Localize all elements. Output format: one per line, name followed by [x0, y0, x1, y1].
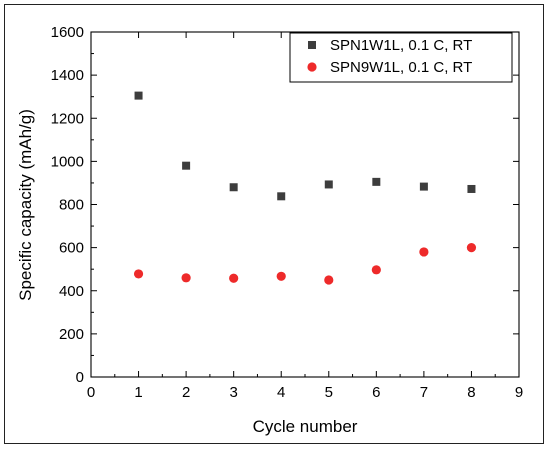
plot-area	[90, 31, 520, 378]
x-tick-label: 1	[134, 384, 142, 401]
data-point	[229, 183, 238, 192]
legend-label: SPN9W1L, 0.1 C, RT	[330, 59, 472, 76]
legend-marker	[307, 62, 317, 72]
x-tick-label: 2	[182, 384, 190, 401]
x-tick-label: 4	[277, 384, 285, 401]
data-point	[181, 273, 191, 283]
y-tick-label: 200	[59, 326, 84, 343]
x-tick-label: 3	[229, 384, 237, 401]
y-tick-label: 800	[59, 197, 84, 214]
legend: SPN1W1L, 0.1 C, RT SPN9W1L, 0.1 C, RT	[289, 32, 513, 83]
x-axis: 0 1 2 3 4 5 6 7 8 9	[87, 32, 523, 401]
y-axis-label: Specific capacity (mAh/g)	[16, 109, 35, 301]
data-point	[133, 269, 144, 279]
data-point	[324, 275, 334, 285]
data-points	[133, 91, 477, 285]
legend-label: SPN1W1L, 0.1 C, RT	[330, 37, 472, 54]
data-point	[466, 243, 477, 253]
data-point	[419, 182, 428, 191]
y-tick-label: 1600	[51, 24, 84, 41]
figure-frame	[4, 4, 544, 444]
y-tick-label: 0	[76, 369, 84, 386]
data-point	[182, 161, 191, 170]
x-tick-label: 8	[467, 384, 475, 401]
data-point	[324, 180, 333, 189]
data-point	[134, 91, 143, 100]
x-axis-label: Cycle number	[253, 417, 358, 436]
y-tick-label: 600	[59, 240, 84, 257]
data-point	[229, 273, 239, 283]
series-1	[134, 91, 476, 201]
y-tick-label: 1000	[51, 153, 84, 170]
data-point	[419, 247, 429, 257]
x-tick-label: 0	[87, 384, 95, 401]
x-tick-label: 5	[325, 384, 333, 401]
y-tick-label: 400	[59, 283, 84, 300]
series-2	[133, 243, 477, 285]
x-tick-label: 9	[515, 384, 523, 401]
legend-box	[289, 32, 513, 83]
plot-border	[90, 31, 520, 378]
y-axis: 0 200 400 600 800 1000 1200 1400 1600	[51, 24, 519, 386]
data-point	[467, 184, 476, 193]
data-point	[372, 177, 381, 186]
data-point	[276, 271, 286, 281]
x-tick-label: 6	[372, 384, 380, 401]
y-tick-label: 1200	[51, 110, 84, 127]
data-point	[277, 192, 286, 201]
y-tick-label: 1400	[51, 67, 84, 84]
x-tick-label: 7	[420, 384, 428, 401]
data-point	[371, 265, 381, 275]
legend-marker	[308, 41, 316, 49]
